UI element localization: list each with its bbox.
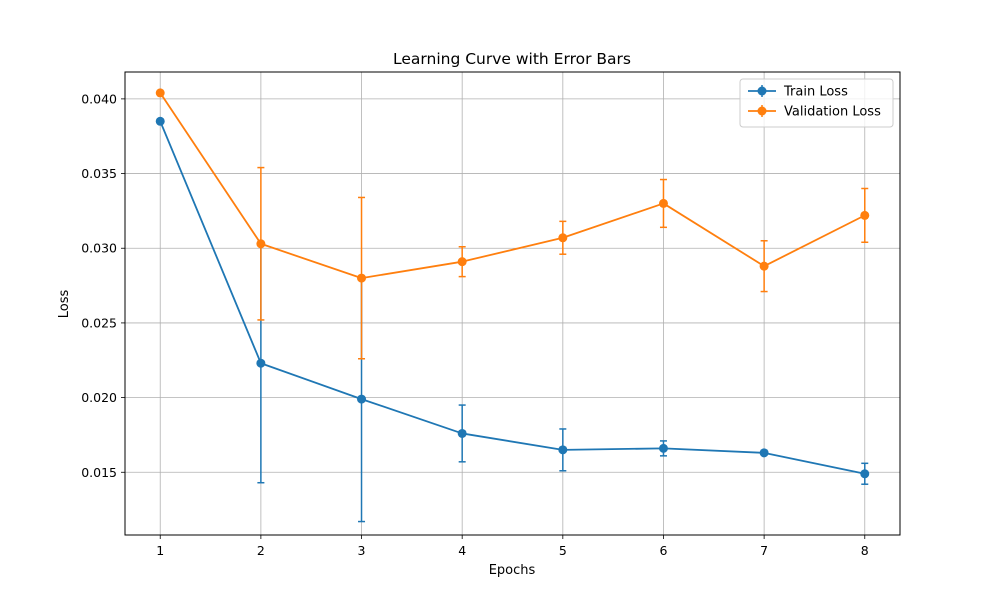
train-loss-point <box>156 117 165 126</box>
x-tick-label: 4 <box>458 543 466 558</box>
train-loss-point <box>760 448 769 457</box>
x-tick-label: 3 <box>358 543 366 558</box>
y-tick-label: 0.030 <box>81 241 117 256</box>
train-loss-point <box>558 445 567 454</box>
validation-loss-legend-marker <box>758 107 767 116</box>
x-axis-label: Epochs <box>489 563 536 578</box>
validation-loss-point <box>760 262 769 271</box>
train-loss-legend-label: Train Loss <box>783 85 848 100</box>
x-tick-label: 7 <box>760 543 768 558</box>
validation-loss-point <box>860 211 869 220</box>
x-tick-label: 5 <box>559 543 567 558</box>
train-loss-point <box>458 429 467 438</box>
validation-loss-point <box>558 233 567 242</box>
y-tick-label: 0.015 <box>81 465 117 480</box>
validation-loss-point <box>458 257 467 266</box>
x-tick-label: 8 <box>861 543 869 558</box>
train-loss-point <box>357 395 366 404</box>
validation-loss-point <box>357 274 366 283</box>
validation-loss-point <box>256 239 265 248</box>
y-tick-label: 0.035 <box>81 166 117 181</box>
train-loss-point <box>659 444 668 453</box>
validation-loss-point <box>659 199 668 208</box>
y-tick-label: 0.025 <box>81 315 117 330</box>
validation-loss-point <box>156 88 165 97</box>
legend: Train Loss Validation Loss <box>740 79 893 127</box>
chart-title: Learning Curve with Error Bars <box>393 50 631 68</box>
y-tick-label: 0.040 <box>81 91 117 106</box>
x-tick-label: 6 <box>659 543 667 558</box>
train-loss-legend-marker <box>758 87 767 96</box>
y-tick-label: 0.020 <box>81 390 117 405</box>
y-axis-label: Loss <box>57 290 72 319</box>
train-loss-point <box>860 469 869 478</box>
train-loss-point <box>256 359 265 368</box>
x-tick-label: 2 <box>257 543 265 558</box>
validation-loss-legend-label: Validation Loss <box>784 105 881 120</box>
x-tick-label: 1 <box>156 543 164 558</box>
